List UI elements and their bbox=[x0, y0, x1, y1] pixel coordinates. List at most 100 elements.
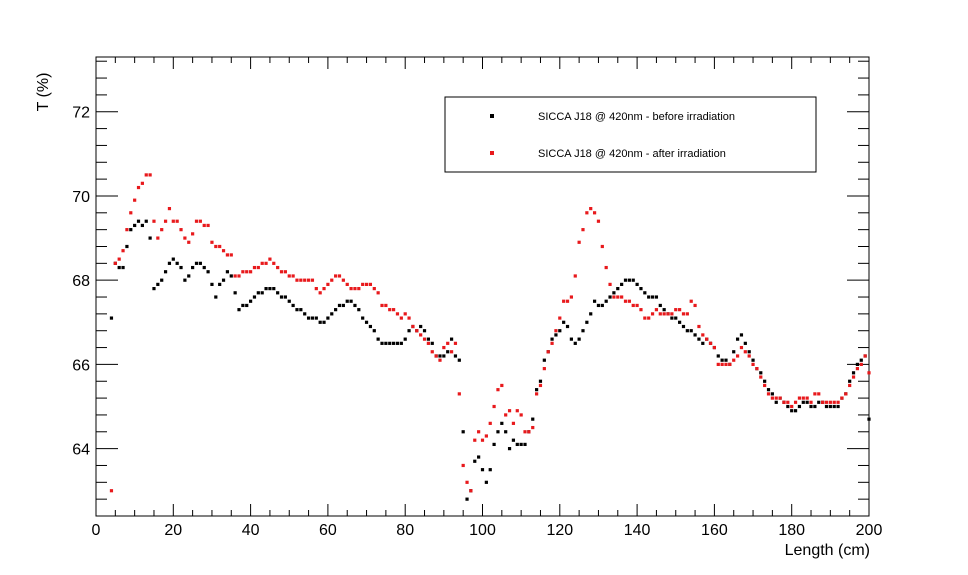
point-after bbox=[681, 312, 686, 316]
point-after bbox=[720, 362, 724, 367]
point-before bbox=[314, 316, 318, 320]
point-after bbox=[496, 388, 500, 392]
y-tick-label: 70 bbox=[72, 189, 90, 206]
x-tick-label: 100 bbox=[469, 522, 496, 539]
point-after bbox=[844, 392, 848, 396]
point-before bbox=[183, 278, 187, 282]
point-after bbox=[395, 312, 400, 316]
point-after bbox=[167, 206, 172, 211]
point-after bbox=[585, 211, 589, 215]
point-before bbox=[252, 295, 257, 299]
point-before bbox=[144, 219, 148, 223]
point-before bbox=[797, 404, 802, 409]
point-after bbox=[712, 345, 716, 350]
point-after bbox=[392, 308, 396, 312]
point-after bbox=[797, 396, 802, 400]
point-before bbox=[496, 430, 500, 434]
y-tick-label: 72 bbox=[72, 105, 90, 122]
point-after bbox=[828, 400, 832, 404]
point-before bbox=[152, 287, 156, 291]
point-before bbox=[349, 299, 353, 303]
point-after bbox=[117, 257, 121, 261]
point-after bbox=[349, 287, 353, 291]
point-after bbox=[766, 392, 771, 396]
point-before bbox=[735, 337, 740, 341]
point-after bbox=[786, 400, 790, 404]
point-before bbox=[129, 228, 133, 232]
point-before bbox=[430, 341, 434, 345]
point-before bbox=[225, 270, 230, 274]
point-before bbox=[388, 341, 392, 345]
point-before bbox=[515, 442, 519, 447]
point-before bbox=[724, 358, 728, 362]
point-after bbox=[229, 253, 233, 257]
point-after bbox=[511, 421, 516, 425]
point-before bbox=[395, 341, 400, 345]
point-before bbox=[650, 295, 655, 299]
point-before bbox=[585, 320, 589, 324]
point-before bbox=[214, 295, 218, 299]
point-before bbox=[167, 261, 172, 265]
y-tick-label: 64 bbox=[72, 442, 90, 459]
point-before bbox=[364, 320, 369, 324]
point-before bbox=[194, 261, 199, 265]
point-after bbox=[670, 312, 674, 316]
point-after bbox=[136, 185, 141, 190]
point-before bbox=[299, 308, 303, 312]
x-tick-label: 140 bbox=[624, 522, 651, 539]
point-after bbox=[735, 354, 740, 358]
point-after bbox=[426, 341, 430, 345]
data-points bbox=[109, 173, 871, 501]
point-after bbox=[743, 350, 747, 354]
point-after bbox=[399, 316, 403, 320]
point-before bbox=[121, 265, 125, 270]
point-after bbox=[337, 274, 342, 278]
point-after bbox=[821, 400, 825, 404]
point-after bbox=[210, 240, 214, 244]
point-after bbox=[415, 329, 419, 333]
point-before bbox=[523, 442, 527, 447]
point-after bbox=[662, 312, 666, 316]
point-after bbox=[697, 324, 701, 329]
point-after bbox=[264, 261, 268, 265]
point-after bbox=[751, 362, 755, 367]
point-after bbox=[488, 421, 492, 425]
point-after bbox=[279, 270, 284, 274]
point-before bbox=[446, 350, 450, 354]
point-before bbox=[832, 404, 836, 409]
point-before bbox=[322, 320, 326, 324]
point-before bbox=[237, 308, 241, 312]
x-tick-label: 0 bbox=[92, 522, 101, 539]
point-before bbox=[465, 497, 469, 501]
point-before bbox=[357, 308, 361, 312]
point-after bbox=[260, 261, 264, 265]
point-after bbox=[848, 383, 852, 388]
point-after bbox=[268, 257, 272, 261]
point-after bbox=[299, 278, 303, 282]
point-before bbox=[701, 341, 705, 345]
point-before bbox=[562, 320, 566, 324]
point-after bbox=[705, 337, 709, 341]
point-before bbox=[805, 400, 809, 404]
point-after bbox=[276, 265, 280, 270]
point-after bbox=[461, 463, 465, 468]
point-before bbox=[376, 337, 380, 341]
point-before bbox=[662, 308, 666, 312]
point-after bbox=[631, 303, 635, 308]
point-after bbox=[419, 333, 423, 337]
point-after bbox=[245, 270, 249, 274]
point-before bbox=[577, 337, 581, 341]
point-after bbox=[851, 375, 856, 379]
point-after bbox=[647, 316, 651, 320]
y-tick-label: 66 bbox=[72, 357, 90, 374]
point-before bbox=[654, 295, 659, 299]
point-after bbox=[453, 341, 458, 345]
point-after bbox=[855, 367, 860, 371]
point-before bbox=[550, 337, 554, 341]
point-before bbox=[674, 316, 678, 320]
point-after bbox=[832, 400, 836, 404]
point-after bbox=[473, 438, 477, 442]
point-before bbox=[310, 316, 315, 320]
point-after bbox=[330, 278, 334, 282]
point-after bbox=[801, 396, 805, 400]
